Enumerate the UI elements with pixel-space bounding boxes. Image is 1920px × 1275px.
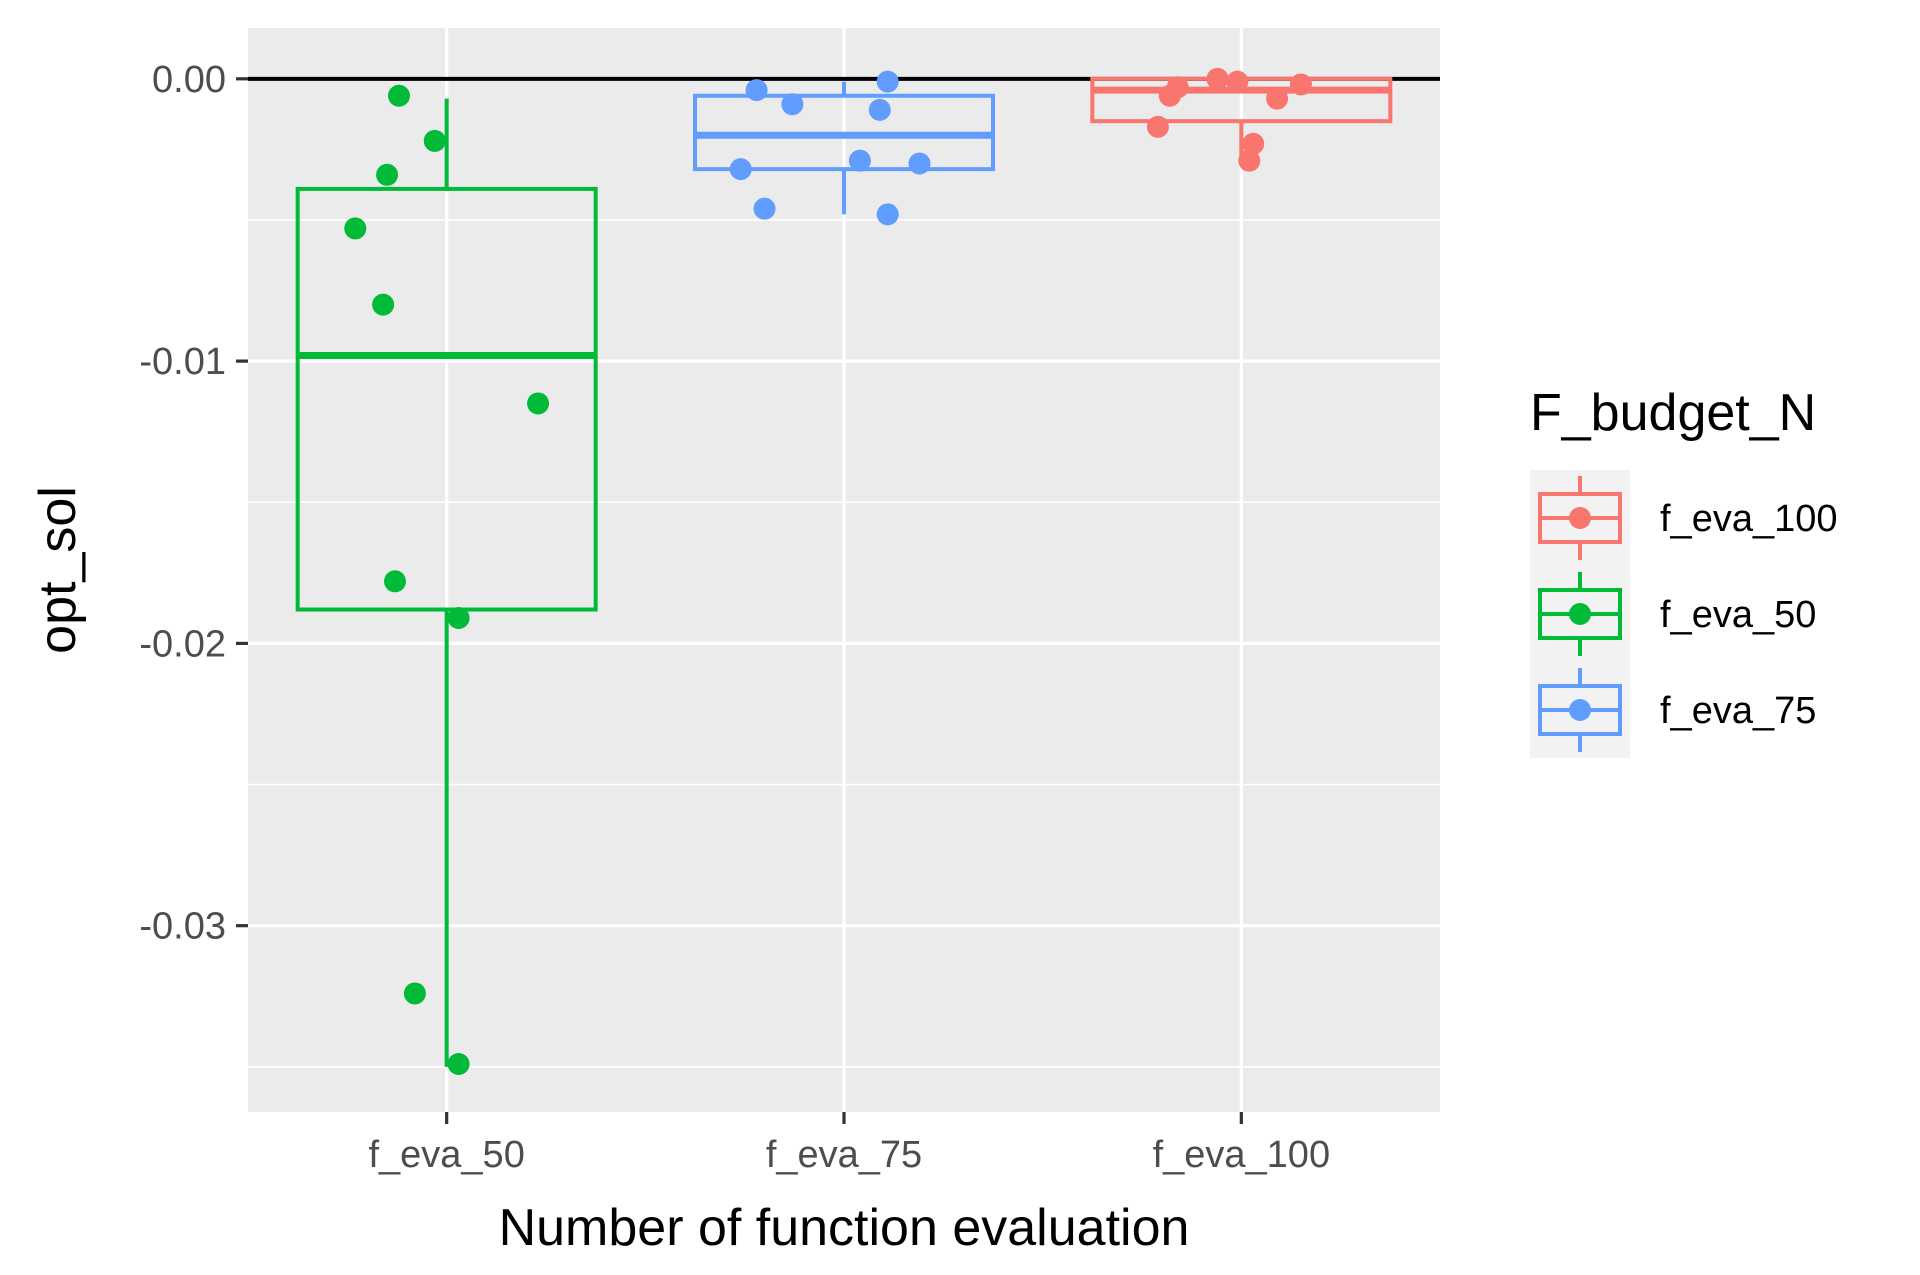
data-point — [908, 152, 931, 175]
legend: F_budget_N f_eva_100 f_eva_50 f_eva_75 — [1530, 384, 1838, 758]
y-tick-label: 0.00 — [152, 59, 226, 101]
legend-title: F_budget_N — [1530, 384, 1816, 442]
x-tick-label: f_eva_50 — [368, 1134, 524, 1176]
data-point — [1146, 115, 1169, 138]
points-f_eva_100 — [1146, 67, 1312, 172]
points-f_eva_50 — [344, 84, 550, 1076]
data-point — [1238, 149, 1261, 172]
y-tick-label: -0.01 — [139, 341, 226, 383]
legend-point — [1569, 603, 1591, 625]
data-point — [447, 606, 470, 629]
data-point — [1206, 67, 1229, 90]
data-point — [876, 70, 899, 93]
legend-label: f_eva_50 — [1660, 594, 1816, 636]
legend-point — [1569, 507, 1591, 529]
legend-key-f_eva_75 — [1538, 668, 1622, 752]
data-point — [1266, 87, 1289, 110]
data-point — [876, 203, 899, 226]
x-tick-label: f_eva_100 — [1153, 1134, 1331, 1176]
data-point — [344, 217, 367, 240]
data-point — [781, 93, 804, 116]
legend-point — [1569, 699, 1591, 721]
x-tick-label: f_eva_75 — [766, 1134, 922, 1176]
legend-key-f_eva_50 — [1538, 572, 1622, 656]
data-point — [868, 98, 891, 121]
y-tick-label: -0.02 — [139, 623, 226, 665]
data-point — [848, 149, 871, 172]
y-axis-title: opt_sol — [29, 486, 87, 654]
data-point — [753, 197, 776, 220]
legend-keys: f_eva_100 f_eva_50 f_eva_75 — [1530, 470, 1838, 758]
box-iqr — [295, 186, 598, 612]
data-point — [403, 982, 426, 1005]
data-point — [372, 293, 395, 316]
data-point — [1242, 132, 1265, 155]
data-point — [387, 84, 410, 107]
data-point — [384, 570, 407, 593]
data-point — [423, 129, 446, 152]
y-tick-label: -0.03 — [139, 906, 226, 948]
legend-key-f_eva_100 — [1538, 476, 1622, 560]
box-f_eva_75 — [693, 81, 995, 215]
y-axis-ticks: 0.00 -0.01 -0.02 -0.03 — [139, 59, 248, 948]
box-f_eva_50 — [295, 98, 598, 1067]
data-point — [729, 158, 752, 181]
x-axis-title: Number of function evaluation — [499, 1199, 1190, 1257]
data-point — [447, 1053, 470, 1076]
data-point — [1226, 70, 1249, 93]
legend-label: f_eva_100 — [1660, 498, 1838, 540]
x-axis-ticks: f_eva_50 f_eva_75 f_eva_100 — [368, 1112, 1330, 1176]
data-point — [1158, 84, 1181, 107]
data-point — [527, 392, 550, 415]
points-f_eva_75 — [729, 70, 931, 226]
data-point — [1289, 73, 1312, 96]
data-point — [376, 163, 399, 186]
points-layer — [344, 67, 1312, 1076]
data-point — [745, 79, 768, 102]
legend-label: f_eva_75 — [1660, 690, 1816, 732]
